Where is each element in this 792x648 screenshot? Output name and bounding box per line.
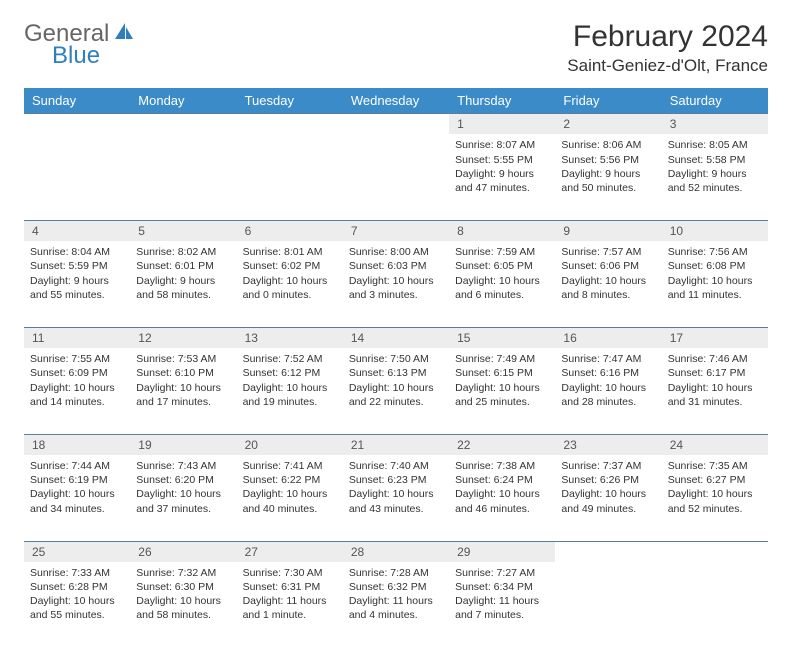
- day-content-cell: Sunrise: 7:52 AMSunset: 6:12 PMDaylight:…: [237, 348, 343, 434]
- day-content-cell: Sunrise: 8:01 AMSunset: 6:02 PMDaylight:…: [237, 241, 343, 327]
- day-content-cell: Sunrise: 7:33 AMSunset: 6:28 PMDaylight:…: [24, 562, 130, 648]
- day-number-cell: 5: [130, 220, 236, 241]
- content-row: Sunrise: 8:07 AMSunset: 5:55 PMDaylight:…: [24, 134, 768, 220]
- day-content-cell: Sunrise: 7:43 AMSunset: 6:20 PMDaylight:…: [130, 455, 236, 541]
- day-number-cell: 3: [662, 114, 768, 135]
- content-row: Sunrise: 7:55 AMSunset: 6:09 PMDaylight:…: [24, 348, 768, 434]
- day-number-cell: 2: [555, 114, 661, 135]
- day-content-cell: Sunrise: 7:44 AMSunset: 6:19 PMDaylight:…: [24, 455, 130, 541]
- day-number-cell: 26: [130, 541, 236, 562]
- day-number-cell: [237, 114, 343, 135]
- month-title: February 2024: [567, 20, 768, 54]
- day-content-cell: Sunrise: 7:55 AMSunset: 6:09 PMDaylight:…: [24, 348, 130, 434]
- day-number-cell: 24: [662, 434, 768, 455]
- day-content-cell: Sunrise: 8:05 AMSunset: 5:58 PMDaylight:…: [662, 134, 768, 220]
- day-content-cell: [24, 134, 130, 220]
- day-content-cell: Sunrise: 7:37 AMSunset: 6:26 PMDaylight:…: [555, 455, 661, 541]
- daynum-row: 45678910: [24, 220, 768, 241]
- day-number-cell: 16: [555, 327, 661, 348]
- day-content-cell: Sunrise: 8:06 AMSunset: 5:56 PMDaylight:…: [555, 134, 661, 220]
- day-content-cell: Sunrise: 8:00 AMSunset: 6:03 PMDaylight:…: [343, 241, 449, 327]
- day-content-cell: Sunrise: 7:40 AMSunset: 6:23 PMDaylight:…: [343, 455, 449, 541]
- day-content-cell: [555, 562, 661, 648]
- weekday-header: Sunday: [24, 88, 130, 114]
- day-content-cell: Sunrise: 7:47 AMSunset: 6:16 PMDaylight:…: [555, 348, 661, 434]
- daynum-row: 123: [24, 114, 768, 135]
- day-content-cell: Sunrise: 7:28 AMSunset: 6:32 PMDaylight:…: [343, 562, 449, 648]
- day-number-cell: 22: [449, 434, 555, 455]
- title-block: February 2024 Saint-Geniez-d'Olt, France: [567, 20, 768, 76]
- day-number-cell: 14: [343, 327, 449, 348]
- content-row: Sunrise: 7:44 AMSunset: 6:19 PMDaylight:…: [24, 455, 768, 541]
- day-number-cell: 19: [130, 434, 236, 455]
- day-number-cell: [662, 541, 768, 562]
- day-content-cell: [662, 562, 768, 648]
- day-number-cell: 28: [343, 541, 449, 562]
- day-content-cell: Sunrise: 8:02 AMSunset: 6:01 PMDaylight:…: [130, 241, 236, 327]
- day-content-cell: Sunrise: 7:32 AMSunset: 6:30 PMDaylight:…: [130, 562, 236, 648]
- day-content-cell: Sunrise: 7:50 AMSunset: 6:13 PMDaylight:…: [343, 348, 449, 434]
- weekday-header: Tuesday: [237, 88, 343, 114]
- day-number-cell: 4: [24, 220, 130, 241]
- day-number-cell: 20: [237, 434, 343, 455]
- day-content-cell: Sunrise: 7:35 AMSunset: 6:27 PMDaylight:…: [662, 455, 768, 541]
- day-content-cell: Sunrise: 7:53 AMSunset: 6:10 PMDaylight:…: [130, 348, 236, 434]
- day-content-cell: Sunrise: 8:07 AMSunset: 5:55 PMDaylight:…: [449, 134, 555, 220]
- day-number-cell: 10: [662, 220, 768, 241]
- day-number-cell: 23: [555, 434, 661, 455]
- day-number-cell: 27: [237, 541, 343, 562]
- day-content-cell: Sunrise: 7:41 AMSunset: 6:22 PMDaylight:…: [237, 455, 343, 541]
- day-content-cell: Sunrise: 8:04 AMSunset: 5:59 PMDaylight:…: [24, 241, 130, 327]
- day-number-cell: 6: [237, 220, 343, 241]
- day-number-cell: 15: [449, 327, 555, 348]
- weekday-header: Saturday: [662, 88, 768, 114]
- day-number-cell: 9: [555, 220, 661, 241]
- daynum-row: 2526272829: [24, 541, 768, 562]
- day-number-cell: 12: [130, 327, 236, 348]
- daynum-row: 11121314151617: [24, 327, 768, 348]
- brand-second: Blue: [52, 42, 100, 70]
- calendar-table: SundayMondayTuesdayWednesdayThursdayFrid…: [24, 88, 768, 648]
- weekday-header: Thursday: [449, 88, 555, 114]
- calendar-body: 123Sunrise: 8:07 AMSunset: 5:55 PMDaylig…: [24, 114, 768, 648]
- day-content-cell: Sunrise: 7:49 AMSunset: 6:15 PMDaylight:…: [449, 348, 555, 434]
- day-number-cell: 11: [24, 327, 130, 348]
- day-content-cell: Sunrise: 7:46 AMSunset: 6:17 PMDaylight:…: [662, 348, 768, 434]
- day-content-cell: Sunrise: 7:57 AMSunset: 6:06 PMDaylight:…: [555, 241, 661, 327]
- day-number-cell: 25: [24, 541, 130, 562]
- day-number-cell: 17: [662, 327, 768, 348]
- day-number-cell: [24, 114, 130, 135]
- weekday-header: Monday: [130, 88, 236, 114]
- weekday-header: Wednesday: [343, 88, 449, 114]
- day-number-cell: 29: [449, 541, 555, 562]
- content-row: Sunrise: 7:33 AMSunset: 6:28 PMDaylight:…: [24, 562, 768, 648]
- day-number-cell: 7: [343, 220, 449, 241]
- day-number-cell: [130, 114, 236, 135]
- day-number-cell: 8: [449, 220, 555, 241]
- header: General February 2024 Saint-Geniez-d'Olt…: [24, 20, 768, 76]
- weekday-header: Friday: [555, 88, 661, 114]
- day-content-cell: Sunrise: 7:27 AMSunset: 6:34 PMDaylight:…: [449, 562, 555, 648]
- day-content-cell: [130, 134, 236, 220]
- day-content-cell: Sunrise: 7:56 AMSunset: 6:08 PMDaylight:…: [662, 241, 768, 327]
- day-content-cell: Sunrise: 7:38 AMSunset: 6:24 PMDaylight:…: [449, 455, 555, 541]
- location-text: Saint-Geniez-d'Olt, France: [567, 56, 768, 76]
- day-number-cell: 21: [343, 434, 449, 455]
- day-content-cell: Sunrise: 7:59 AMSunset: 6:05 PMDaylight:…: [449, 241, 555, 327]
- day-number-cell: 1: [449, 114, 555, 135]
- day-number-cell: 13: [237, 327, 343, 348]
- brand-sail-icon: [113, 20, 135, 48]
- day-number-cell: 18: [24, 434, 130, 455]
- daynum-row: 18192021222324: [24, 434, 768, 455]
- day-content-cell: [343, 134, 449, 220]
- day-content-cell: Sunrise: 7:30 AMSunset: 6:31 PMDaylight:…: [237, 562, 343, 648]
- day-number-cell: [343, 114, 449, 135]
- calendar-head: SundayMondayTuesdayWednesdayThursdayFrid…: [24, 88, 768, 114]
- day-content-cell: [237, 134, 343, 220]
- content-row: Sunrise: 8:04 AMSunset: 5:59 PMDaylight:…: [24, 241, 768, 327]
- day-number-cell: [555, 541, 661, 562]
